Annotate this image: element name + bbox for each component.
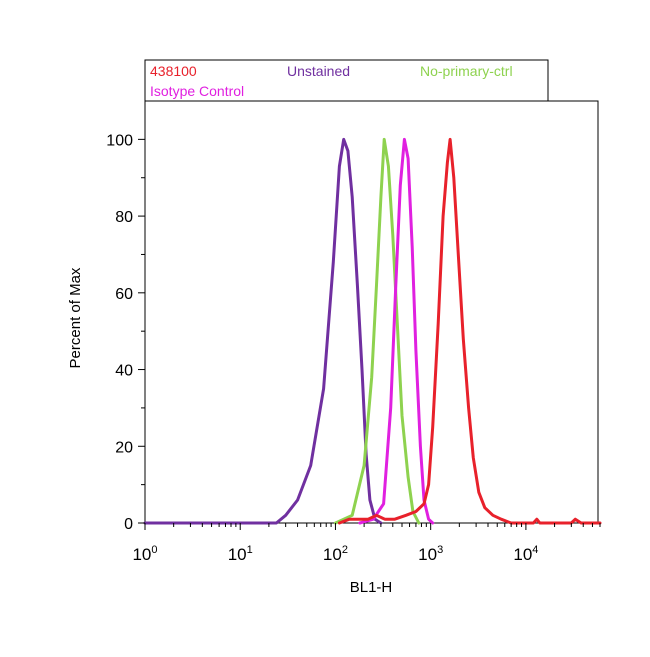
- series-line: [337, 137, 602, 525]
- series-line: [358, 137, 435, 525]
- y-tick-label: 40: [115, 363, 133, 380]
- legend-item: Unstained: [287, 63, 350, 79]
- y-tick-label: 60: [115, 286, 133, 303]
- legend-item: 438100: [150, 63, 197, 79]
- x-axis-title: BL1-H: [350, 579, 393, 596]
- x-tick-label: 100: [132, 544, 157, 564]
- y-tick-label: 20: [115, 439, 133, 456]
- legend-item: No-primary-ctrl: [420, 63, 513, 79]
- x-tick-label: 102: [323, 544, 348, 564]
- plot-frame: [144, 100, 599, 524]
- y-tick-label: 100: [106, 132, 133, 149]
- legend: 438100 Unstained No-primary-ctrl Isotype Co…: [144, 59, 549, 102]
- x-axis: 100 101 102 103 104: [132, 523, 601, 564]
- y-tick-label: 0: [124, 516, 133, 533]
- x-tick-label: 103: [418, 544, 443, 564]
- series-line: [143, 137, 383, 525]
- y-tick-label: 80: [115, 209, 133, 226]
- y-axis-title: Percent of Max: [67, 267, 84, 368]
- plot-border: [144, 100, 599, 524]
- legend-item: Isotype Control: [150, 83, 244, 99]
- y-axis: 0 20 40 60 80 100: [106, 132, 145, 533]
- x-tick-label: 101: [228, 544, 253, 564]
- series-line: [334, 137, 421, 525]
- x-tick-label: 104: [513, 544, 538, 564]
- series-layer: [143, 137, 602, 525]
- legend-box: [144, 59, 549, 102]
